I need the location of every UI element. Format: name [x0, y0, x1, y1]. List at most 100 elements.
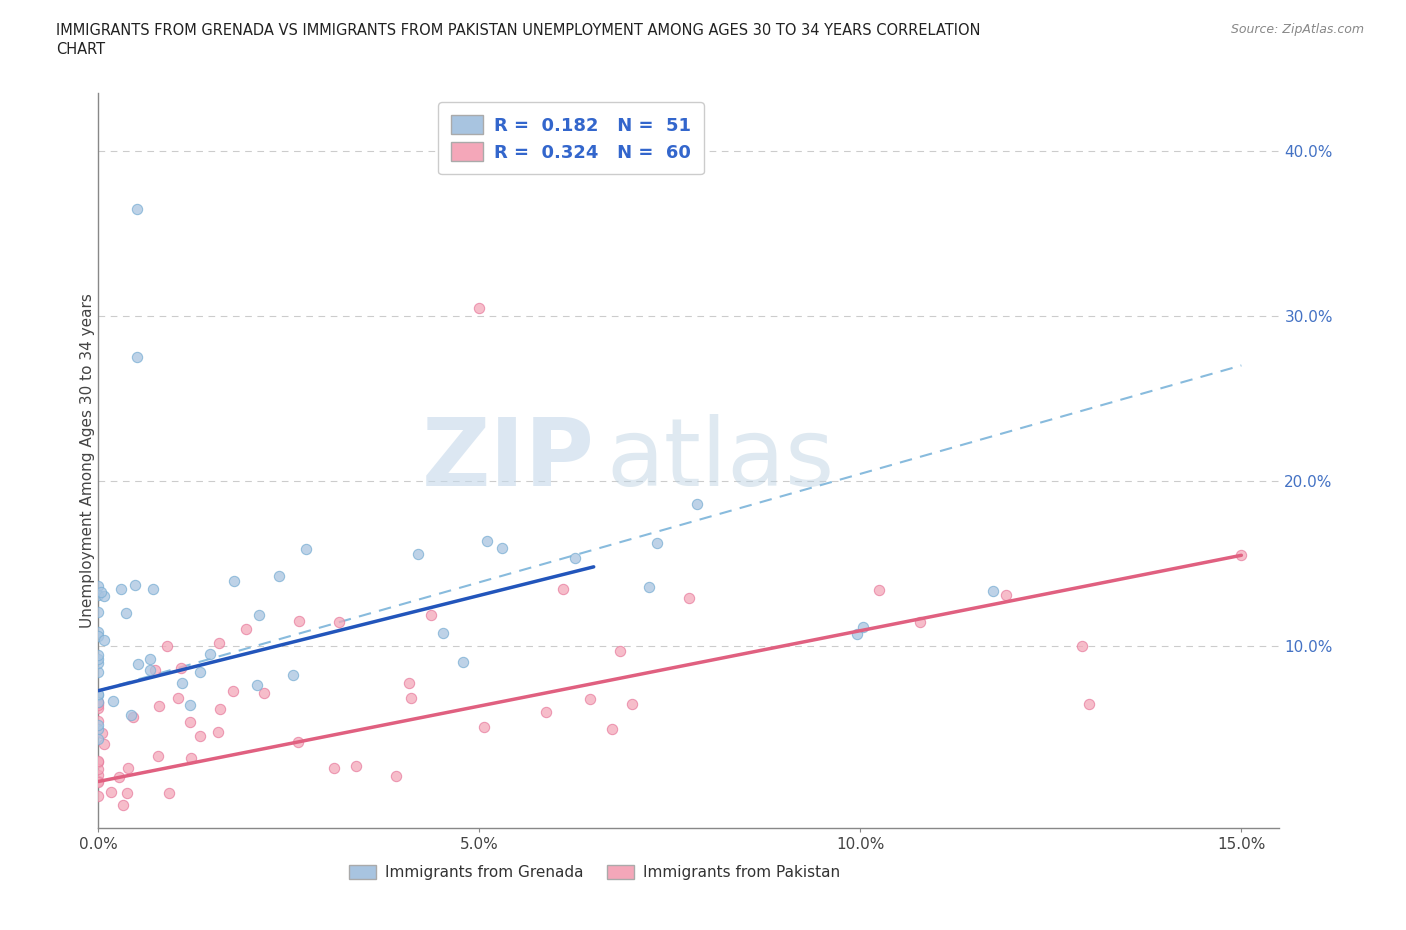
Point	[139, 663, 162, 678]
Point	[87, 768, 110, 783]
Point	[124, 578, 146, 592]
Text: Source: ZipAtlas.com: Source: ZipAtlas.com	[1230, 23, 1364, 36]
Point	[600, 721, 623, 736]
Point	[200, 647, 222, 662]
Point	[491, 540, 513, 555]
Point	[117, 761, 139, 776]
Point	[157, 785, 180, 800]
Point	[678, 591, 700, 605]
Legend: Immigrants from Grenada, Immigrants from Pakistan: Immigrants from Grenada, Immigrants from…	[343, 859, 846, 886]
Point	[209, 701, 232, 716]
Y-axis label: Unemployment Among Ages 30 to 34 years: Unemployment Among Ages 30 to 34 years	[80, 293, 94, 628]
Point	[398, 675, 420, 690]
Point	[87, 578, 110, 593]
Point	[90, 726, 112, 741]
Point	[127, 657, 149, 671]
Point	[87, 695, 110, 710]
Point	[143, 662, 166, 677]
Point	[87, 687, 110, 702]
Point	[156, 639, 179, 654]
Point	[208, 636, 231, 651]
Point	[401, 691, 423, 706]
Point	[1230, 548, 1253, 563]
Point	[385, 768, 408, 783]
Point	[981, 584, 1004, 599]
Point	[122, 710, 145, 724]
Point	[222, 574, 245, 589]
Point	[87, 695, 110, 710]
Point	[170, 660, 193, 675]
Point	[995, 588, 1018, 603]
Point	[125, 350, 148, 365]
Point	[281, 667, 304, 682]
Point	[87, 652, 110, 667]
Point	[87, 625, 110, 640]
Point	[246, 677, 269, 692]
Point	[87, 629, 110, 644]
Point	[420, 607, 443, 622]
Point	[115, 606, 138, 621]
Point	[87, 775, 110, 790]
Point	[179, 714, 201, 729]
Point	[451, 655, 474, 670]
Point	[87, 732, 110, 747]
Point	[146, 749, 169, 764]
Point	[1078, 697, 1101, 711]
Point	[139, 652, 162, 667]
Point	[287, 614, 309, 629]
Point	[638, 579, 661, 594]
Point	[87, 774, 110, 789]
Point	[87, 700, 110, 715]
Point	[87, 656, 110, 671]
Point	[686, 496, 709, 511]
Point	[609, 644, 631, 658]
Point	[87, 713, 110, 728]
Point	[207, 725, 229, 740]
Point	[188, 729, 211, 744]
Point	[180, 751, 202, 766]
Point	[87, 686, 110, 701]
Point	[287, 735, 309, 750]
Point	[472, 719, 495, 734]
Text: ZIP: ZIP	[422, 415, 595, 506]
Point	[172, 675, 194, 690]
Point	[87, 789, 110, 804]
Point	[101, 694, 124, 709]
Point	[322, 760, 344, 775]
Point	[142, 581, 165, 596]
Point	[908, 615, 931, 630]
Point	[120, 708, 142, 723]
Point	[579, 691, 602, 706]
Point	[87, 647, 110, 662]
Point	[110, 581, 132, 596]
Point	[115, 786, 138, 801]
Point	[167, 691, 190, 706]
Point	[125, 201, 148, 216]
Point	[408, 547, 430, 562]
Point	[328, 615, 350, 630]
Point	[87, 665, 110, 680]
Point	[564, 551, 586, 565]
Point	[432, 626, 454, 641]
Point	[87, 695, 110, 710]
Point	[87, 698, 110, 712]
Point	[188, 664, 211, 679]
Point	[468, 300, 491, 315]
Point	[87, 604, 110, 619]
Point	[93, 632, 115, 647]
Point	[100, 785, 122, 800]
Point	[620, 697, 643, 711]
Point	[148, 698, 170, 713]
Point	[645, 536, 668, 551]
Point	[253, 685, 276, 700]
Point	[852, 619, 875, 634]
Point	[87, 588, 110, 603]
Point	[551, 582, 574, 597]
Point	[90, 584, 112, 599]
Point	[235, 621, 257, 636]
Point	[295, 541, 318, 556]
Point	[247, 607, 270, 622]
Point	[108, 770, 131, 785]
Point	[87, 755, 110, 770]
Point	[179, 698, 201, 713]
